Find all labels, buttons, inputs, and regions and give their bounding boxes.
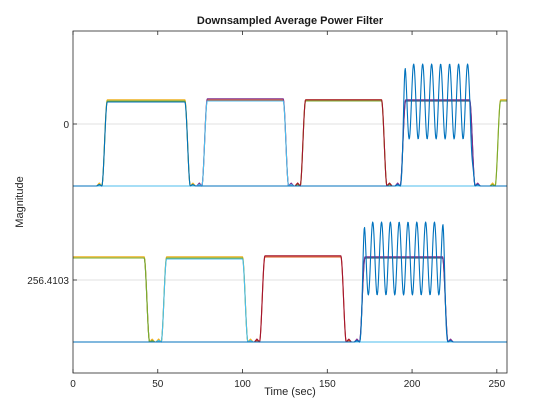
y-tick-label: 256.4103 bbox=[27, 276, 69, 287]
x-tick-label: 100 bbox=[234, 379, 251, 390]
x-tick-label: 150 bbox=[319, 379, 336, 390]
y-axis-label: Magnitude bbox=[14, 176, 26, 227]
chart-title: Downsampled Average Power Filter bbox=[197, 15, 384, 27]
axes-box bbox=[72, 30, 508, 374]
series-line-blue bbox=[72, 221, 508, 343]
y-tick-label: 0 bbox=[63, 120, 69, 131]
plot-area bbox=[73, 31, 507, 373]
ticks: 0 256.4103 0 50 100 150 200 250 bbox=[27, 31, 507, 390]
x-tick-label: 50 bbox=[152, 379, 164, 390]
x-axis-label: Time (sec) bbox=[264, 386, 316, 398]
x-tick-label: 250 bbox=[488, 379, 505, 390]
x-tick-label: 200 bbox=[404, 379, 421, 390]
x-tick-label: 0 bbox=[70, 379, 76, 390]
series-line-cyan bbox=[72, 100, 508, 187]
series-line-blue bbox=[72, 63, 508, 187]
traces bbox=[72, 63, 508, 343]
